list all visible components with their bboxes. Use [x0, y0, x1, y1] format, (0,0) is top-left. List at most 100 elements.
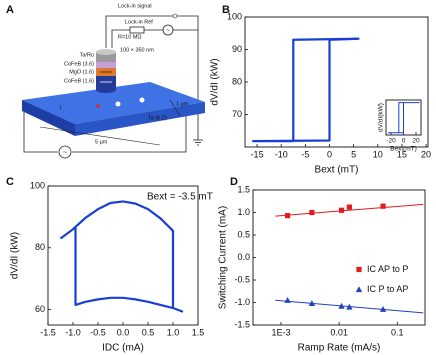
x-axis-label: Bext(mT) [390, 146, 417, 153]
slab-side [75, 102, 205, 136]
contact [115, 101, 121, 107]
y-tick-label: 1.5 [237, 184, 250, 194]
x-tick-label: 0 [402, 138, 406, 145]
data-line [387, 102, 420, 134]
label: Ta (6.2) [148, 115, 167, 121]
data-point [285, 213, 291, 219]
current-source [58, 145, 72, 159]
y-tick-label: 100 [227, 11, 242, 21]
pillar-layer [96, 52, 116, 62]
y-tick-label: 70 [232, 109, 242, 119]
x-axis-label: Bext (mT) [315, 165, 359, 176]
fit-line [275, 203, 424, 217]
data-line [59, 200, 184, 313]
y-tick-label: 90 [232, 44, 242, 54]
x-tick-label: 0.1 [391, 327, 404, 337]
x-tick-label: 1E-3 [271, 327, 290, 337]
y-tick-label: 0.0 [237, 252, 250, 262]
x-tick-label: 20 [412, 138, 420, 145]
slab-front [22, 100, 75, 136]
y-tick-label: -1.0 [234, 297, 250, 307]
data-point [338, 302, 345, 309]
contact [96, 104, 100, 108]
label: 5 μm [95, 139, 108, 145]
data-point [380, 203, 386, 209]
y-tick-label: -1.5 [234, 319, 250, 329]
wire [23, 106, 58, 153]
annotation: Bext = -3.5 mT [147, 192, 213, 203]
x-tick-label: 0.5 [142, 327, 155, 337]
label: R=10 MΩ [118, 34, 142, 40]
panel-label: A [6, 4, 14, 16]
y-tick-label: 60 [35, 304, 45, 314]
label: MgO (1.6) [69, 69, 94, 75]
label: Lock-in signal [118, 3, 152, 9]
legend-label: IC P to AP [367, 284, 408, 294]
slab-top [22, 82, 205, 124]
source [162, 24, 174, 36]
x-tick-label: 10 [373, 149, 383, 159]
legend-marker [356, 266, 362, 273]
resistor [129, 26, 145, 34]
x-tick-label: 20 [421, 149, 431, 159]
x-tick-label: 1.0 [167, 327, 180, 337]
data-point [379, 306, 387, 312]
y-axis-label: Switching Current (mA) [218, 206, 229, 309]
label: I [60, 105, 62, 111]
panel-label: B [222, 4, 230, 16]
y-tick-label: 80 [232, 76, 242, 86]
dimension [169, 99, 181, 117]
legend-label: IC AP to P [367, 264, 408, 274]
x-tick-label: 0.0 [117, 327, 130, 337]
plot-frame [47, 185, 199, 326]
y-tick-label: 0.5 [237, 229, 250, 239]
data-line [252, 37, 360, 143]
label: Ta/Ru [80, 52, 94, 58]
x-axis-label: Ramp Rate (mA/s) [298, 343, 381, 354]
x-tick-label: -1.5 [40, 327, 56, 337]
x-tick-label: -1.0 [65, 327, 81, 337]
panel-label: D [230, 176, 238, 188]
x-tick-label: 0 [327, 149, 332, 159]
y-tick-label: 80 [35, 242, 45, 252]
label: 1 μm [176, 101, 189, 107]
wire [72, 110, 187, 153]
x-tick-label: 0.01 [330, 327, 348, 337]
x-tick-label: 15 [397, 149, 407, 159]
x-tick-label: 1.5 [192, 327, 205, 337]
tilde: ~ [63, 149, 67, 156]
data-point [346, 204, 352, 210]
device-diagram: A ~ ~ Lock-in signal Lock-in Ref [6, 3, 205, 159]
pillar-base [96, 87, 116, 93]
data-point [346, 303, 353, 310]
x-axis-label: IDC (mA) [102, 343, 144, 354]
contact [139, 97, 145, 103]
y-axis-label: dV/dI(kW) [378, 103, 385, 132]
data-point [338, 207, 345, 213]
pillar-top [96, 49, 116, 55]
label: 100 × 350 nm [120, 47, 154, 53]
tilde: ~ [166, 28, 170, 34]
y-tick-label: 1.0 [237, 207, 250, 217]
data-point [309, 209, 315, 216]
y-tick-label: -0.5 [234, 274, 250, 284]
data-point [308, 300, 316, 306]
legend-marker [355, 286, 363, 293]
y-axis-label: dV/dI (kW) [210, 58, 221, 105]
panel-label: C [6, 176, 14, 188]
x-tick-label: -10 [275, 149, 288, 159]
label: CoFeB (1.6) [64, 78, 94, 84]
label: CoFeB (3.6) [64, 61, 94, 67]
pillar-layer [96, 62, 116, 68]
pillar-layer [96, 76, 116, 90]
x-tick-label: -15 [251, 149, 264, 159]
x-tick-label: -0.5 [90, 327, 106, 337]
y-axis-label: dV/dI (kW) [10, 232, 21, 279]
label: Lock-in Ref [125, 19, 153, 25]
x-tick-label: 5 [351, 149, 356, 159]
wire [105, 15, 199, 140]
dimension [39, 126, 161, 146]
x-tick-label: -20 [386, 138, 396, 145]
terminal [172, 13, 178, 19]
